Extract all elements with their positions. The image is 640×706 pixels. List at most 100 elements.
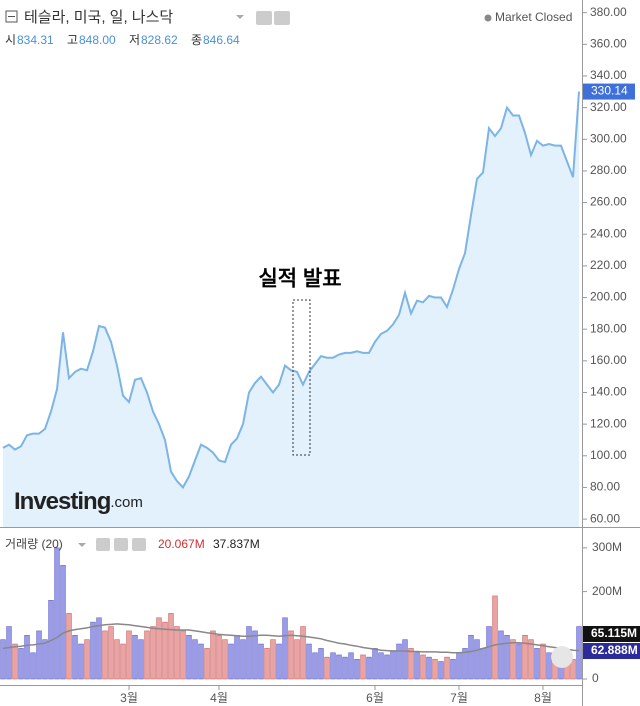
volume-bar bbox=[258, 643, 264, 680]
dropdown[interactable] bbox=[78, 543, 86, 547]
volume-bar bbox=[444, 656, 450, 680]
volume-bar bbox=[18, 648, 24, 680]
volume-bar bbox=[78, 643, 84, 680]
y-tick-label: 120.00 bbox=[590, 416, 627, 430]
price-area bbox=[3, 91, 579, 527]
ohlc-label: 시 bbox=[5, 33, 16, 47]
volume-bar bbox=[192, 639, 198, 680]
volume-bar bbox=[174, 626, 180, 680]
logo-suffix: .com bbox=[110, 494, 143, 511]
y-tick-label: 100.00 bbox=[590, 448, 627, 462]
volume-bar bbox=[576, 626, 582, 680]
volume-bar bbox=[36, 630, 42, 680]
y-tick-label: 0 bbox=[592, 671, 599, 685]
volume-bar bbox=[108, 626, 114, 680]
volume-bar bbox=[282, 617, 288, 680]
volume-bar bbox=[288, 630, 294, 680]
volume-bar bbox=[72, 634, 78, 680]
volume-bar bbox=[180, 630, 186, 680]
settings-icon[interactable] bbox=[114, 538, 128, 551]
volume-bar bbox=[144, 630, 150, 680]
close-icon[interactable] bbox=[132, 538, 146, 551]
volume-bar bbox=[30, 652, 36, 680]
volume-bar bbox=[510, 639, 516, 680]
y-tick-label: 160.00 bbox=[590, 353, 627, 367]
volume-bar bbox=[312, 652, 318, 680]
ohlc-value: 828.62 bbox=[141, 33, 178, 47]
y-tick-label: 180.00 bbox=[590, 321, 627, 335]
y-tick-label: 300.00 bbox=[590, 131, 627, 145]
volume-bar bbox=[216, 634, 222, 680]
volume-bar bbox=[480, 648, 486, 680]
volume-badge-label: 62.888M bbox=[591, 643, 638, 657]
volume-bar bbox=[306, 643, 312, 680]
eye-icon[interactable] bbox=[256, 11, 272, 25]
volume-bar bbox=[420, 654, 426, 680]
ohlc-label: 저 bbox=[129, 33, 140, 47]
volume-bar bbox=[462, 648, 468, 680]
volume-bar bbox=[120, 643, 126, 680]
volume-bar bbox=[102, 630, 108, 680]
volume-bar bbox=[126, 630, 132, 680]
volume-bar bbox=[414, 652, 420, 680]
eye-icon[interactable] bbox=[96, 538, 110, 551]
axes: 60.00 80.00 100.00 120.00 140.00 160.00 180.00… bbox=[120, 5, 640, 705]
dropdown[interactable] bbox=[236, 15, 244, 19]
volume-bar bbox=[534, 648, 540, 680]
volume-bar bbox=[132, 634, 138, 680]
volume-bar bbox=[24, 634, 30, 680]
volume-bar bbox=[342, 656, 348, 680]
volume-bar bbox=[84, 639, 90, 680]
volume-stat: 37.837M bbox=[213, 537, 260, 551]
volume-bar bbox=[324, 656, 330, 680]
volume-bar bbox=[198, 643, 204, 680]
volume-bar bbox=[66, 613, 72, 680]
settings-icon[interactable] bbox=[274, 11, 290, 25]
price-plot bbox=[2, 91, 580, 527]
volume-bar bbox=[372, 648, 378, 680]
y-tick-label: 280.00 bbox=[590, 163, 627, 177]
volume-bar bbox=[516, 643, 522, 680]
volume-bar bbox=[300, 626, 306, 680]
volume-bar bbox=[96, 617, 102, 680]
volume-bar bbox=[168, 613, 174, 680]
volume-ma-line bbox=[2, 623, 580, 654]
volume-title: 거래량 (20) bbox=[5, 537, 63, 551]
annotation: 실적 발표 bbox=[258, 268, 341, 291]
volume-bar bbox=[186, 634, 192, 680]
volume-bar bbox=[486, 626, 492, 680]
volume-bar bbox=[498, 630, 504, 680]
x-tick-label: 3월 bbox=[120, 691, 138, 705]
ohlc-value: 834.31 bbox=[17, 33, 54, 47]
last-price-label: 330.14 bbox=[591, 84, 628, 98]
volume-bar bbox=[270, 639, 276, 680]
last-price-badge bbox=[583, 83, 635, 100]
volume-bar bbox=[474, 639, 480, 680]
x-tick-label: 7월 bbox=[450, 691, 468, 705]
volume-bar bbox=[114, 639, 120, 680]
volume-bar bbox=[336, 654, 342, 680]
volume-bar bbox=[348, 652, 354, 680]
collapse-icon[interactable] bbox=[5, 10, 18, 23]
volume-stat: 20.067M bbox=[158, 537, 205, 551]
y-tick-label: 360.00 bbox=[590, 36, 627, 50]
volume-bar bbox=[150, 626, 156, 680]
volume-bar bbox=[504, 634, 510, 680]
title: 테슬라, 미국, 일, 나스닥 bbox=[24, 9, 173, 26]
x-tick-label: 6월 bbox=[366, 691, 384, 705]
volume-bar bbox=[318, 648, 324, 680]
y-tick-label: 80.00 bbox=[590, 480, 620, 494]
volume-bar bbox=[432, 659, 438, 680]
y-tick-label: 320.00 bbox=[590, 100, 627, 114]
volume-bar bbox=[234, 634, 240, 680]
volume-bar bbox=[528, 639, 534, 680]
y-tick-label: 200.00 bbox=[590, 290, 627, 304]
volume-bar bbox=[450, 659, 456, 680]
volume-bar bbox=[366, 656, 372, 680]
ohlc-label: 종 bbox=[191, 33, 202, 47]
scroll-button[interactable] bbox=[551, 646, 573, 668]
volume-bar bbox=[246, 626, 252, 680]
volume-bar bbox=[6, 626, 12, 680]
volume-bar bbox=[468, 634, 474, 680]
